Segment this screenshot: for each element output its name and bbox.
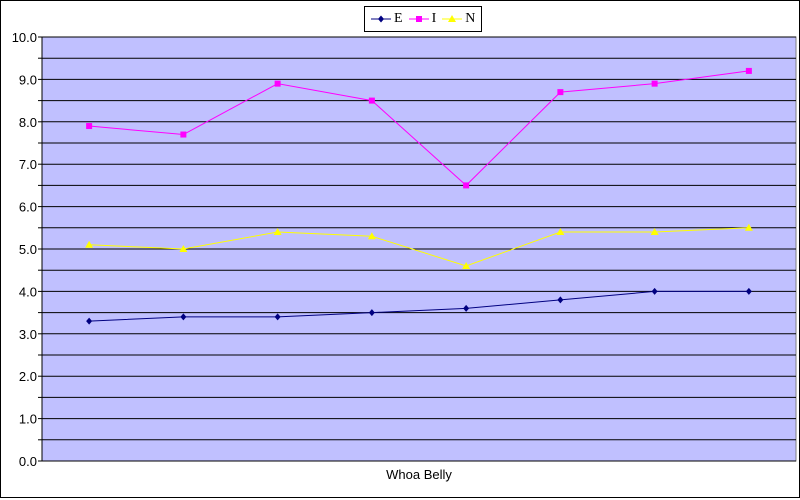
data-point-diamond bbox=[86, 317, 93, 325]
series-line bbox=[89, 70, 749, 187]
y-tick-label: 1.0 bbox=[19, 412, 37, 427]
data-point-diamond bbox=[557, 296, 564, 304]
legend-swatch-e bbox=[371, 15, 391, 23]
legend-label: E bbox=[394, 11, 403, 26]
legend-swatch-i bbox=[408, 16, 429, 22]
y-tick-label: 2.0 bbox=[19, 369, 37, 384]
data-point-triangle bbox=[85, 240, 94, 248]
series-line bbox=[89, 290, 749, 322]
data-point-triangle bbox=[179, 245, 188, 252]
y-tick-label: 0.0 bbox=[19, 454, 37, 469]
legend-swatch-n bbox=[442, 15, 463, 22]
x-axis: Whoa Belly bbox=[41, 37, 796, 482]
data-point-triangle bbox=[462, 261, 471, 269]
data-point-diamond bbox=[368, 309, 375, 317]
series-i bbox=[86, 67, 752, 189]
data-point-square bbox=[651, 80, 658, 87]
series-group bbox=[85, 67, 753, 325]
series-n bbox=[85, 223, 753, 269]
y-tick-label: 10.0 bbox=[12, 30, 37, 45]
y-tick-label: 5.0 bbox=[19, 242, 37, 257]
gridlines bbox=[38, 36, 796, 462]
data-point-diamond bbox=[378, 15, 384, 23]
legend-entry-e: E bbox=[371, 11, 403, 27]
data-point-square bbox=[86, 123, 93, 130]
data-point-diamond bbox=[274, 313, 281, 321]
data-point-triangle bbox=[448, 15, 457, 22]
data-point-square bbox=[180, 131, 187, 138]
data-point-diamond bbox=[745, 287, 752, 295]
data-point-triangle bbox=[556, 228, 565, 236]
data-point-triangle bbox=[367, 232, 376, 240]
y-tick-label: 3.0 bbox=[19, 327, 37, 342]
y-tick-label: 4.0 bbox=[19, 284, 37, 299]
legend-entry-n: N bbox=[442, 11, 475, 27]
data-point-triangle bbox=[273, 228, 282, 236]
y-axis-tick-labels: 0.0 1.0 2.0 3.0 4.0 5.0 6.0 7.0 8.0 9.0 10.0 bbox=[12, 30, 37, 469]
data-point-square bbox=[463, 182, 470, 189]
data-point-square bbox=[274, 80, 281, 87]
data-point-square bbox=[368, 97, 375, 104]
series-e bbox=[86, 287, 752, 325]
data-point-triangle bbox=[650, 228, 659, 236]
y-tick-label: 9.0 bbox=[19, 72, 37, 87]
data-point-square bbox=[557, 89, 564, 96]
data-point-square bbox=[745, 67, 752, 74]
data-point-diamond bbox=[463, 304, 470, 312]
x-category-label: Whoa Belly bbox=[386, 467, 452, 482]
y-tick-label: 6.0 bbox=[19, 200, 37, 215]
legend-label: N bbox=[465, 11, 476, 26]
legend-entry-i: I bbox=[408, 11, 437, 27]
legend-label: I bbox=[431, 11, 437, 26]
y-tick-label: 7.0 bbox=[19, 157, 37, 172]
y-tick-label: 8.0 bbox=[19, 115, 37, 130]
series-line bbox=[89, 227, 749, 267]
data-point-diamond bbox=[180, 313, 187, 321]
data-point-diamond bbox=[651, 287, 658, 295]
data-point-square bbox=[415, 16, 422, 22]
data-point-triangle bbox=[744, 223, 753, 231]
